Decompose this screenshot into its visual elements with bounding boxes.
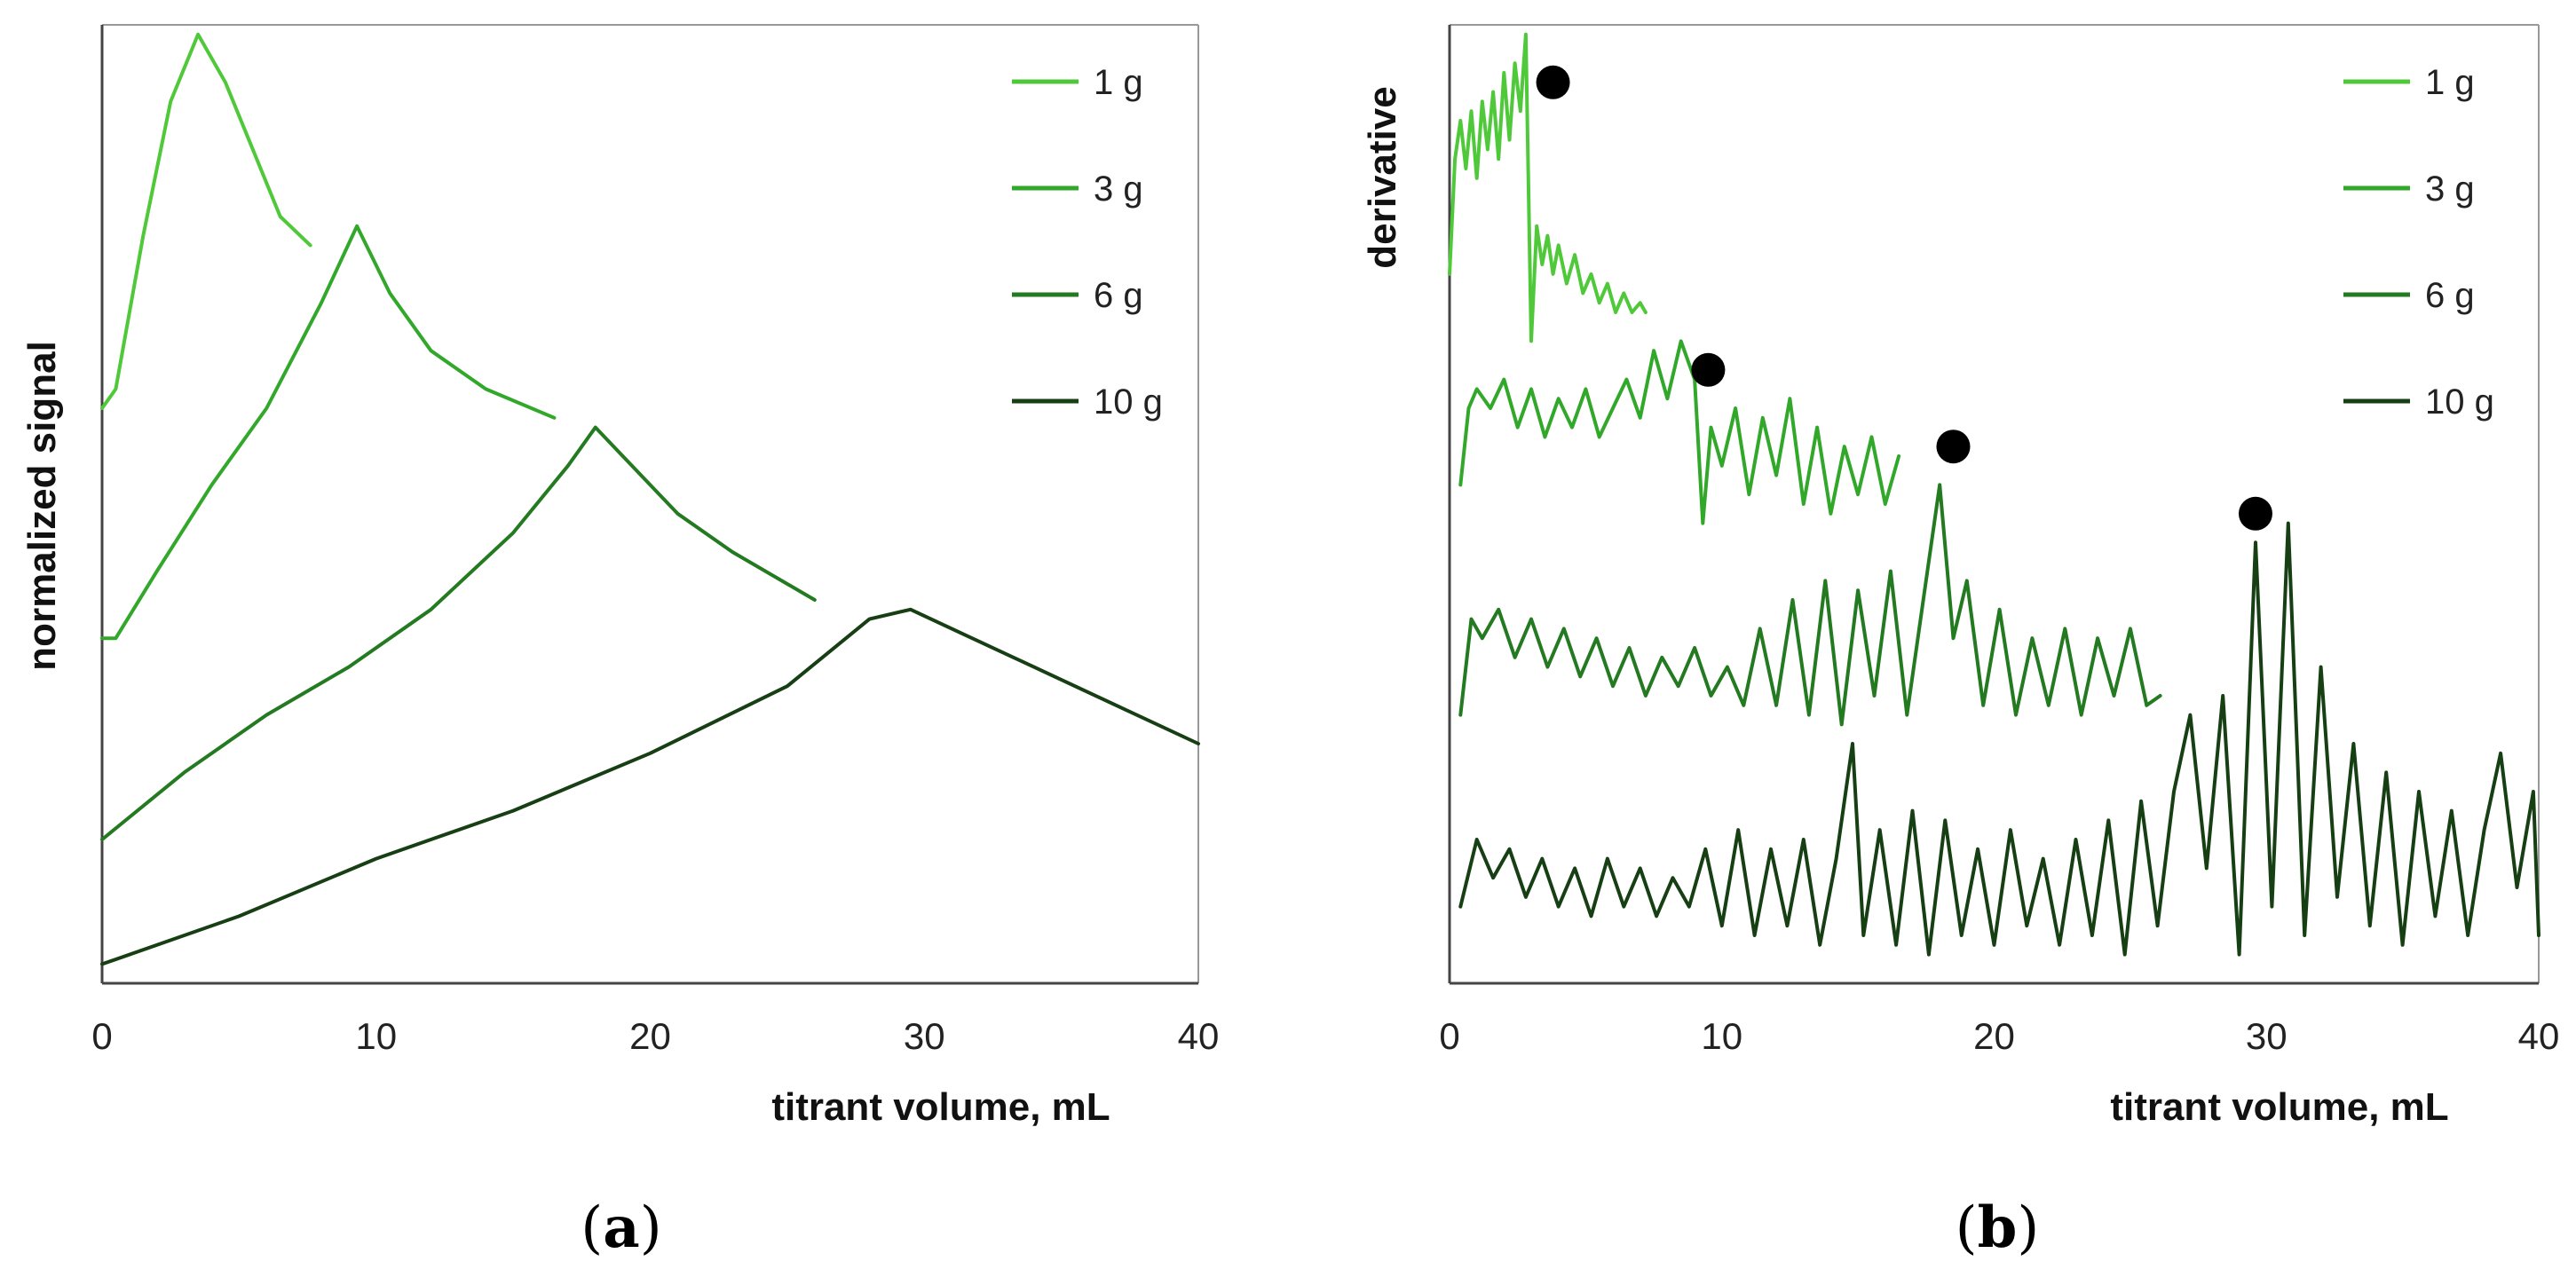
panel-a-legend-label-1g: 1 g (1094, 63, 1143, 102)
panel-b-xtick-30: 30 (2246, 1015, 2288, 1057)
panel-b-xlabel: titrant volume, mL (2110, 1085, 2448, 1129)
panel-a-legend-label-3g: 3 g (1094, 169, 1143, 209)
panel-b-caption-letter: b (1978, 1194, 2018, 1261)
panel-a-series-10g (100, 607, 1200, 966)
panel-a: normalized signal titrant volume, mL 0 10… (20, 24, 1220, 1261)
panel-a-xtick-20: 20 (629, 1015, 671, 1057)
panel-b-series-3g (1458, 339, 1901, 525)
panel-b-series-1g (1448, 32, 1648, 343)
panel-b-xtick-20: 20 (1973, 1015, 2015, 1057)
panel-b-series-10g (1458, 521, 2540, 957)
panel-b-series-6g (1458, 483, 2162, 727)
panel-a-caption: (a) (581, 1194, 661, 1261)
panel-b-xtick-10: 10 (1701, 1015, 1742, 1057)
panel-b-legend-label-6g: 6 g (2425, 276, 2475, 315)
panel-b-xtick-40: 40 (2518, 1015, 2560, 1057)
panel-a-xtick-40: 40 (1178, 1015, 1220, 1057)
panel-b-marker-6g (1936, 430, 1971, 464)
panel-b-ylabel: derivative (1361, 86, 1404, 268)
panel-b-xtick-0: 0 (1439, 1015, 1459, 1057)
panel-a-legend-label-10g: 10 g (1094, 382, 1163, 422)
panel-b-marker-3g (1691, 352, 1726, 387)
panel-b-caption: (b) (1956, 1194, 2040, 1261)
panel-b-legend-label-3g: 3 g (2425, 169, 2475, 209)
panel-b-marker-1g (1536, 65, 1570, 99)
panel-a-xtick-10: 10 (355, 1015, 397, 1057)
panel-a-xtick-30: 30 (904, 1015, 945, 1057)
panel-b-legend-label-10g: 10 g (2425, 382, 2494, 422)
panel-a-caption-letter: a (603, 1194, 639, 1261)
panel-a-xtick-0: 0 (91, 1015, 112, 1057)
panel-a-xlabel: titrant volume, mL (771, 1085, 1110, 1129)
panel-b-marker-10g (2238, 496, 2272, 531)
panel-a-ylabel: normalized signal (20, 341, 64, 671)
panel-a-series-3g (100, 224, 557, 641)
panel-b: derivative titrant volume, mL 0 10 20 30 40 … (1361, 24, 2560, 1261)
panel-a-series-1g (100, 32, 312, 410)
panel-a-legend-label-6g: 6 g (1094, 276, 1143, 315)
panel-b-legend-label-1g: 1 g (2425, 63, 2475, 102)
panel-a-series-6g (100, 425, 817, 841)
